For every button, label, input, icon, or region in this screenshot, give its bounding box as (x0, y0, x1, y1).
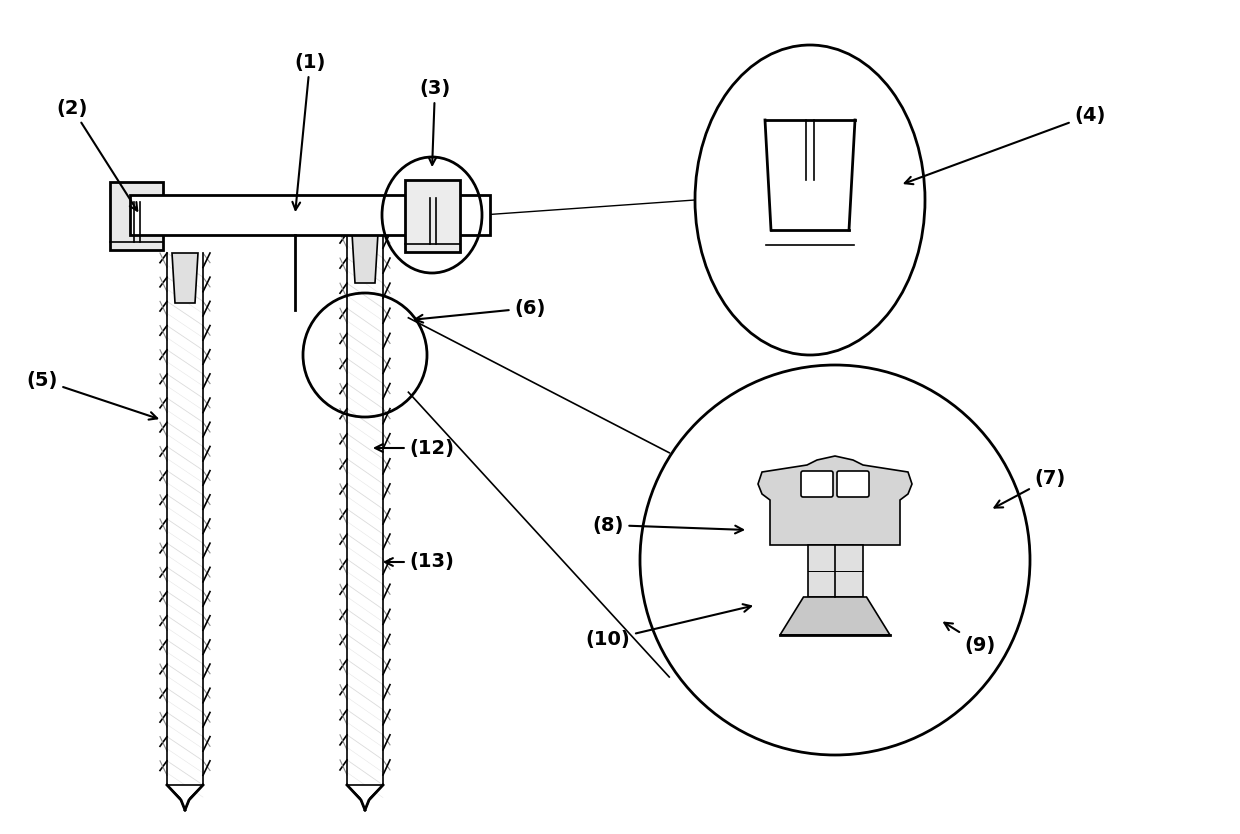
Bar (405, 180, 460, 252)
Polygon shape (347, 785, 383, 810)
Text: (10): (10) (585, 604, 751, 650)
Bar (357, 283, 373, 290)
FancyBboxPatch shape (837, 471, 869, 497)
Polygon shape (780, 597, 890, 635)
Text: (3): (3) (419, 78, 450, 165)
Ellipse shape (694, 45, 925, 355)
Text: (5): (5) (26, 370, 157, 420)
Bar (177, 303, 193, 310)
Text: (1): (1) (293, 53, 326, 210)
FancyBboxPatch shape (357, 297, 373, 306)
Polygon shape (172, 253, 198, 303)
Bar (110, 182, 162, 250)
Text: (7): (7) (994, 469, 1065, 508)
Text: (2): (2) (56, 98, 138, 211)
Text: (12): (12) (376, 439, 455, 458)
Text: (4): (4) (905, 105, 1106, 184)
Text: (13): (13) (386, 552, 454, 571)
FancyBboxPatch shape (801, 471, 833, 497)
Text: (9): (9) (945, 623, 996, 655)
Polygon shape (758, 456, 911, 545)
Text: (8): (8) (593, 515, 743, 535)
Bar (807, 545, 863, 597)
Bar (130, 195, 490, 235)
Polygon shape (352, 233, 378, 283)
Text: (6): (6) (415, 299, 546, 323)
FancyBboxPatch shape (177, 317, 193, 326)
Polygon shape (167, 785, 203, 810)
Bar (347, 233, 383, 785)
Bar (167, 253, 203, 785)
Circle shape (640, 365, 1030, 755)
